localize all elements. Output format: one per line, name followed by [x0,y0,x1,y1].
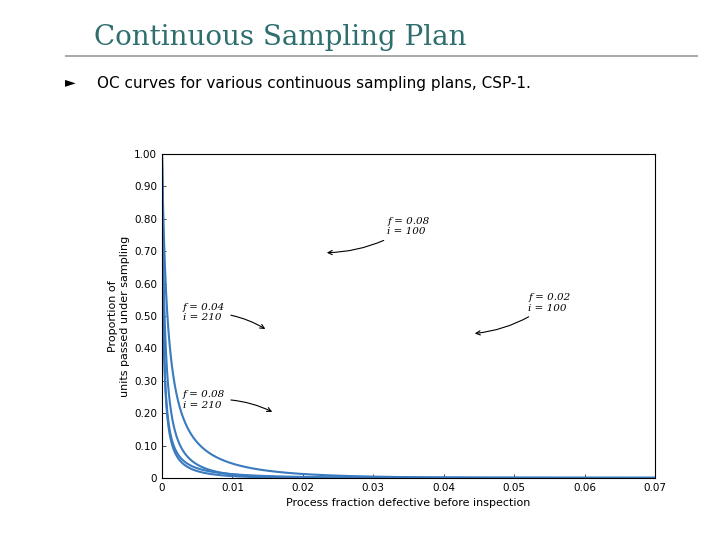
Y-axis label: Proportion of
units passed under sampling: Proportion of units passed under samplin… [109,235,130,396]
Text: f = 0.04
i = 210: f = 0.04 i = 210 [183,303,264,328]
Text: f = 0.08
i = 100: f = 0.08 i = 100 [328,217,430,255]
X-axis label: Process fraction defective before inspection: Process fraction defective before inspec… [287,498,531,508]
Text: Continuous Sampling Plan: Continuous Sampling Plan [94,24,466,51]
Text: f = 0.02
i = 100: f = 0.02 i = 100 [476,293,571,335]
Text: ►: ► [65,76,76,90]
Text: OC curves for various continuous sampling plans, CSP-1.: OC curves for various continuous samplin… [97,76,531,91]
Text: f = 0.08
i = 210: f = 0.08 i = 210 [183,390,271,411]
